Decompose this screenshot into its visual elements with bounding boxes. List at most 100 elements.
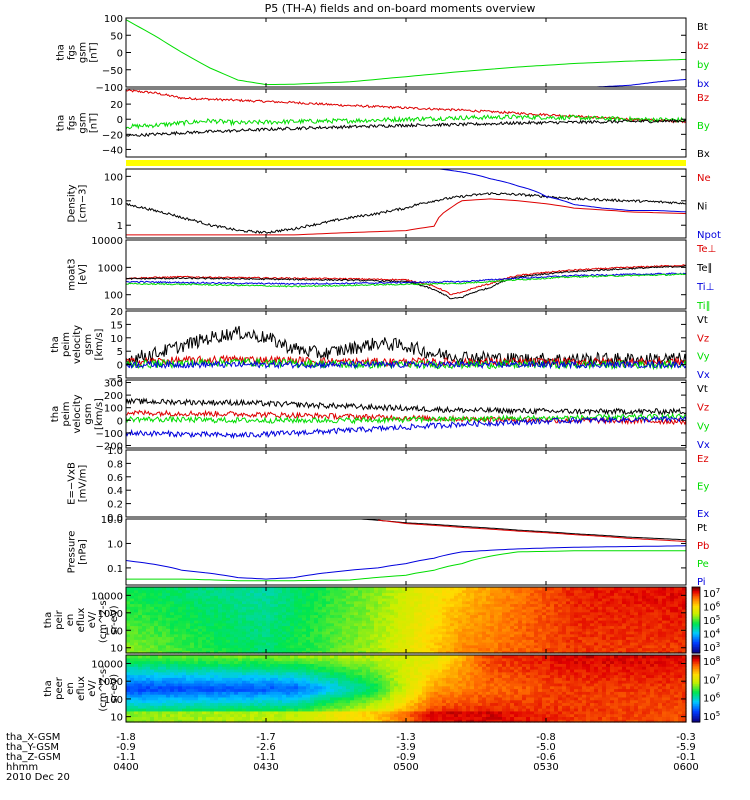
spectrogram-cell (246, 650, 251, 654)
spectrogram-cell (162, 713, 167, 718)
spectrogram-cell (222, 650, 227, 654)
spectrogram-cell (346, 589, 351, 594)
spectrogram-cell (414, 587, 419, 591)
spectrogram-cell (302, 660, 307, 664)
spectrogram-cell (226, 657, 231, 662)
spectrogram-cell (146, 600, 151, 605)
spectrogram-cell (566, 600, 571, 605)
spectrogram-cell (334, 663, 339, 667)
spectrogram-cell (182, 668, 187, 673)
spectrogram-cell (334, 595, 339, 599)
spectrogram-cell (274, 598, 279, 602)
spectrogram-cell (662, 631, 667, 635)
spectrogram-cell (662, 598, 667, 602)
spectrogram-cell (178, 600, 183, 605)
spectrogram-cell (550, 611, 555, 616)
spectrogram-cell (346, 644, 351, 649)
spectrogram-cell (206, 598, 211, 602)
spectrogram-cell (130, 631, 135, 635)
spectrogram-cell (382, 639, 387, 643)
spectrogram-cell (606, 614, 611, 618)
spectrogram-cell (446, 639, 451, 643)
spectrogram-cell (154, 622, 159, 627)
colorbar-segment (692, 628, 700, 631)
spectrogram-cell (130, 628, 135, 632)
spectrogram-cell (198, 650, 203, 654)
spectrogram-cell (238, 592, 243, 596)
spectrogram-cell (362, 611, 367, 616)
spectrogram-cell (202, 713, 207, 718)
spectrogram-cell (238, 589, 243, 594)
spectrogram-cell (410, 595, 415, 599)
spectrogram-cell (210, 617, 215, 621)
spectrogram-cell (234, 688, 239, 692)
spectrogram-cell (322, 660, 327, 664)
spectrogram-cell (322, 642, 327, 646)
spectrogram-cell (142, 639, 147, 643)
spectrogram-cell (126, 680, 131, 684)
spectrogram-cell (458, 609, 463, 613)
spectrogram-cell (174, 595, 179, 599)
spectrogram-cell (202, 708, 207, 712)
spectrogram-cell (554, 631, 559, 635)
spectrogram-cell (290, 710, 295, 715)
spectrogram-cell (170, 694, 175, 698)
spectrogram-cell (258, 614, 263, 618)
spectrogram-cell (494, 636, 499, 640)
spectrogram-cell (154, 677, 159, 681)
spectrogram-cell (270, 696, 275, 701)
spectrogram-cell (498, 598, 503, 602)
spectrogram-cell (278, 617, 283, 621)
spectrogram-cell (154, 614, 159, 618)
spectrogram-cell (166, 666, 171, 670)
spectrogram-cell (178, 617, 183, 621)
spectrogram-cell (226, 694, 231, 698)
spectrogram-cell (134, 631, 139, 635)
spectrogram-cell (222, 708, 227, 712)
spectrogram-cell (682, 598, 687, 602)
spectrogram-cell (610, 647, 615, 651)
spectrogram-cell (454, 650, 459, 654)
spectrogram-cell (246, 685, 251, 690)
spectrogram-cell (314, 603, 319, 607)
spectrogram-cell (242, 642, 247, 646)
spectrogram-cell (662, 609, 667, 613)
spectrogram-cell (310, 682, 315, 687)
spectrogram-cell (446, 628, 451, 632)
spectrogram-cell (214, 609, 219, 613)
spectrogram-cell (322, 702, 327, 706)
spectrogram-cell (178, 716, 183, 720)
spectrogram-cell (642, 609, 647, 613)
spectrogram-cell (610, 606, 615, 610)
spectrogram-cell (214, 691, 219, 695)
spectrogram-cell (326, 628, 331, 632)
spectrogram-cell (166, 636, 171, 640)
spectrogram-cell (310, 657, 315, 662)
spectrogram-cell (454, 636, 459, 640)
spectrogram-cell (286, 668, 291, 673)
spectrogram-cell (322, 609, 327, 613)
spectrogram-cell (126, 633, 131, 638)
spectrogram-cell (158, 587, 163, 591)
spectrogram-cell (670, 642, 675, 646)
spectrogram-cell (486, 589, 491, 594)
spectrogram-cell (270, 600, 275, 605)
spectrogram-cell (450, 592, 455, 596)
spectrogram-cell (330, 719, 335, 723)
spectrogram-cell (458, 650, 463, 654)
spectrogram-cell (522, 603, 527, 607)
spectrogram-cell (130, 663, 135, 667)
spectrogram-cell (246, 696, 251, 701)
spectrogram-cell (570, 620, 575, 624)
spectrogram-cell (486, 603, 491, 607)
spectrogram-cell (242, 702, 247, 706)
spectrogram-cell (506, 620, 511, 624)
spectrogram-cell (262, 617, 267, 621)
spectrogram-cell (478, 625, 483, 629)
spectrogram-cell (366, 631, 371, 635)
spectrogram-cell (138, 682, 143, 687)
spectrogram-cell (234, 705, 239, 709)
spectrogram-cell (658, 650, 663, 654)
spectrogram-cell (198, 625, 203, 629)
spectrogram-cell (258, 611, 263, 616)
